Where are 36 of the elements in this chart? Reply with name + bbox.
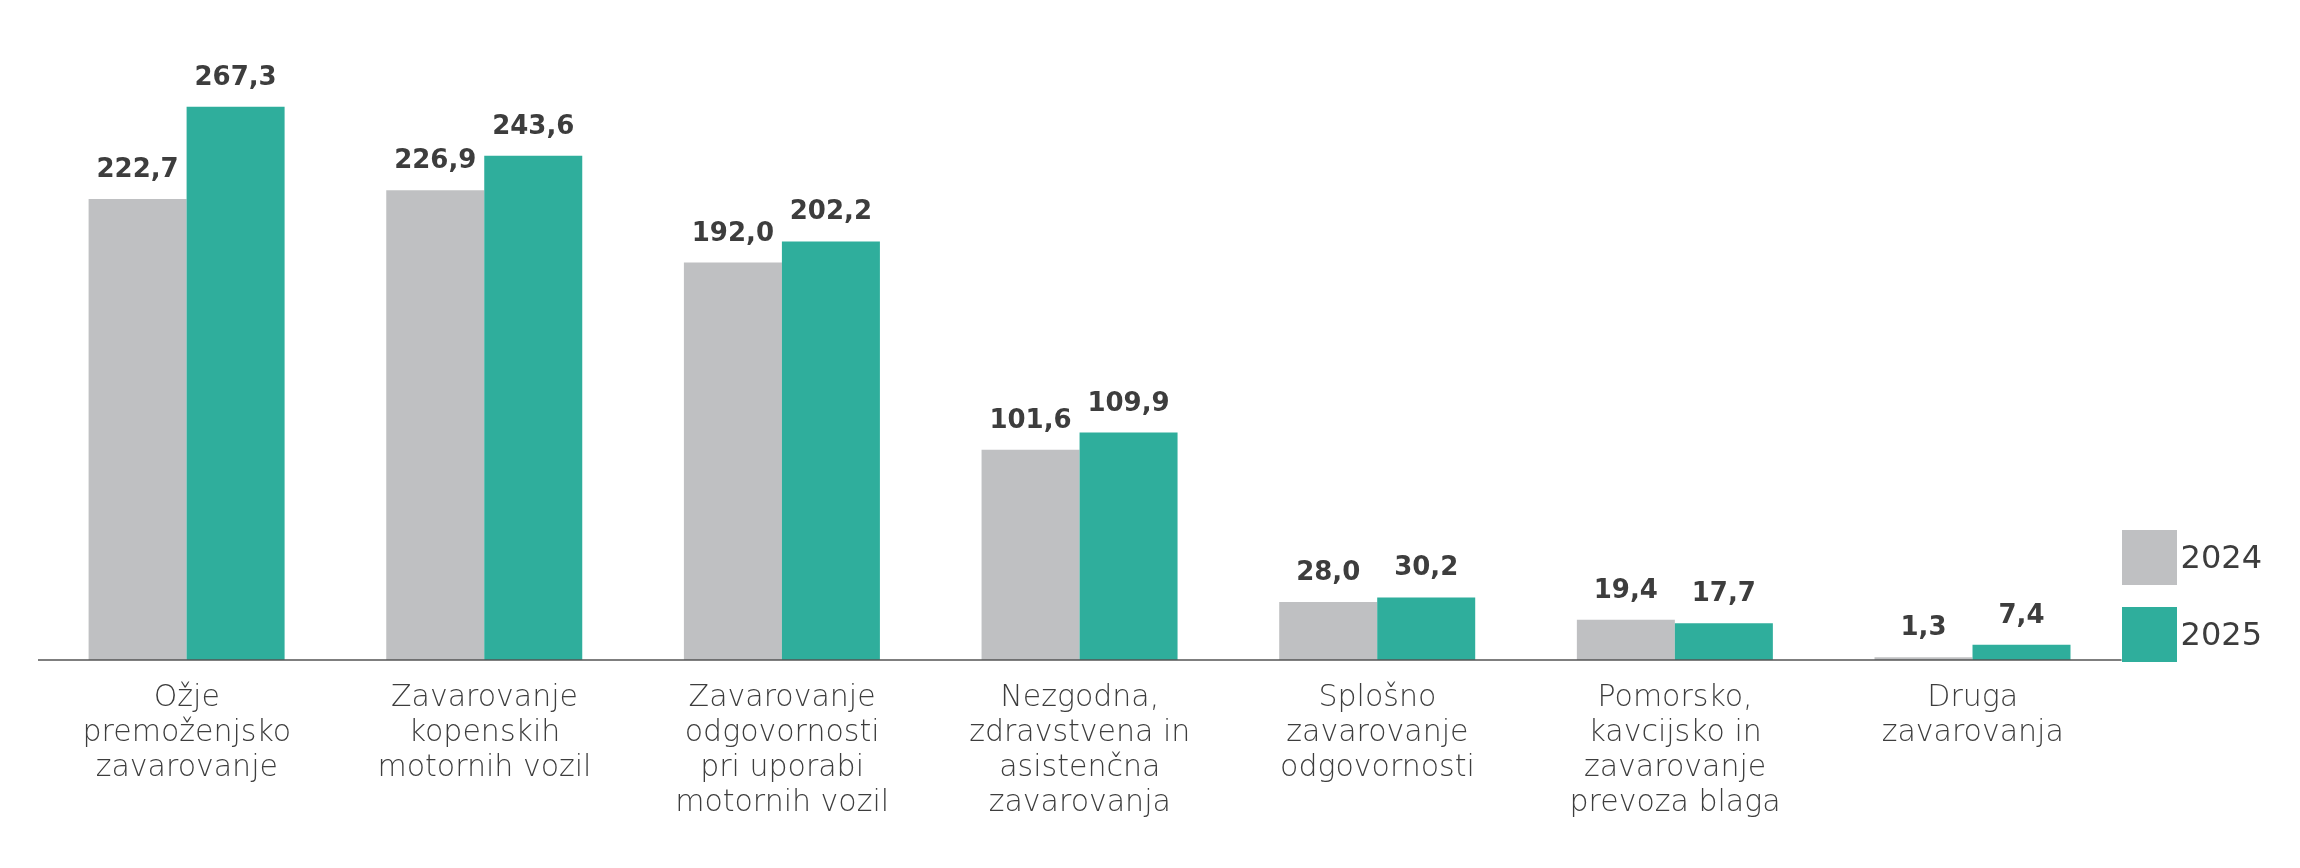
data-label: 19,4 [1593,573,1658,604]
x-tick-label: Nezgodna, zdravstvena in asistenčna zavarovanja [969,678,1191,818]
data-label: 222,7 [96,153,179,184]
data-label: 243,6 [492,109,575,140]
bar [781,241,880,660]
data-label: 7,4 [1998,598,2045,629]
data-label: 267,3 [194,60,277,91]
data-label: 28,0 [1296,556,1361,587]
x-tick-label: Druga zavarovanja [1881,678,2064,748]
bar [1972,644,2071,660]
bar [1674,623,1773,660]
data-label: 226,9 [394,144,477,175]
x-tick-label: Pomorsko, kavcijsko in zavarovanje prevoza blaga [1569,678,1781,818]
bar [484,155,583,660]
data-label: 109,9 [1087,386,1170,417]
data-label: 192,0 [691,216,775,247]
legend-label: 2024 [2180,537,2262,576]
x-tick-label: Splošno zavarovanje odgovornosti [1280,678,1475,783]
bar [1377,597,1476,660]
x-tick-label: Ožje premoženjsko zavarovanje [82,678,292,783]
x-tick-label: Zavarovanje odgovornosti pri uporabi motornih vozil [675,678,890,818]
data-label: 1,3 [1900,611,1947,642]
data-label: 30,2 [1394,551,1459,582]
bar [1079,432,1178,660]
bar [186,106,285,660]
data-label: 202,2 [789,195,873,226]
bar [88,199,187,660]
data-label: 101,6 [989,403,1072,434]
bar [386,190,485,660]
bar [981,449,1080,660]
legend-label: 2025 [2180,614,2262,653]
data-label: 17,7 [1691,577,1756,608]
bar [1279,602,1378,660]
bar [1576,619,1675,660]
x-tick-label: Zavarovanje kopenskih motornih vozil [377,678,592,783]
bar [683,262,782,660]
